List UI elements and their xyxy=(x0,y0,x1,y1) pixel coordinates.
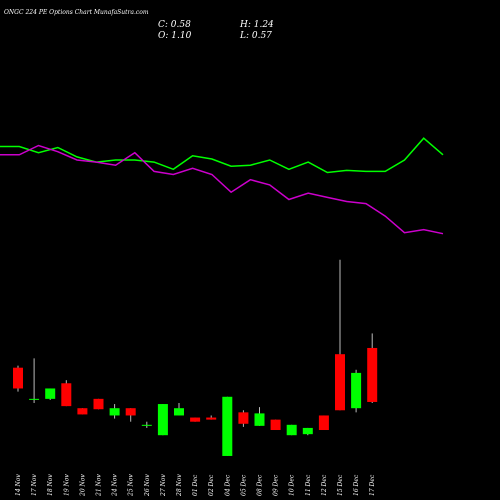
candle-body xyxy=(190,417,201,422)
x-tick-label: 24 Nov xyxy=(112,474,119,497)
x-tick-label: 11 Dec xyxy=(305,474,312,496)
candle-body xyxy=(206,417,217,420)
x-tick-label: 27 Nov xyxy=(160,474,167,497)
candle-body xyxy=(45,388,56,399)
x-tick-label: 17 Nov xyxy=(31,474,38,496)
line-series xyxy=(0,144,444,235)
candle-body xyxy=(125,408,136,416)
low-label: L: 0.57 xyxy=(239,31,272,41)
x-tick-label: 12 Dec xyxy=(321,474,328,496)
candle-body xyxy=(318,415,329,431)
candle-body xyxy=(29,398,40,400)
candle-body xyxy=(351,372,362,409)
candle-body xyxy=(61,383,72,407)
x-tick-label: 20 Nov xyxy=(79,474,86,497)
x-tick-label: 19 Nov xyxy=(63,474,70,496)
candle-body xyxy=(222,396,233,456)
x-tick-label: 10 Dec xyxy=(289,474,296,496)
candle-body xyxy=(254,413,265,426)
candle-body xyxy=(270,419,281,431)
candle-body xyxy=(93,398,104,410)
line-series xyxy=(0,137,444,174)
open-label: O: 1.10 xyxy=(158,31,192,41)
x-tick-label: 17 Dec xyxy=(369,474,376,496)
high-label: H: 1.24 xyxy=(239,20,274,30)
x-tick-label: 02 Dec xyxy=(208,474,215,496)
x-tick-label: 16 Dec xyxy=(353,474,360,496)
candle-body xyxy=(174,408,184,416)
x-tick-label: 01 Dec xyxy=(192,474,199,496)
candle-body xyxy=(302,427,313,435)
x-tick-label: 15 Dec xyxy=(337,474,344,496)
x-tick-label: 04 Dec xyxy=(224,474,231,496)
candle-body xyxy=(238,412,249,424)
candle-body xyxy=(109,408,120,416)
x-tick-label: 25 Nov xyxy=(128,474,135,497)
close-label: C: 0.58 xyxy=(158,20,191,30)
x-tick-label: 09 Dec xyxy=(273,474,280,496)
candle-body xyxy=(141,424,152,426)
candle-body xyxy=(286,424,297,436)
candle-body xyxy=(157,404,168,436)
x-tick-label: 26 Nov xyxy=(144,474,151,497)
x-tick-label: 18 Nov xyxy=(47,474,54,496)
x-tick-label: 21 Nov xyxy=(96,474,103,497)
candle-body xyxy=(335,354,345,411)
candle-body xyxy=(367,347,378,402)
x-tick-label: 05 Dec xyxy=(240,474,247,496)
x-tick-label: 14 Nov xyxy=(15,474,22,496)
chart-title: ONGC 224 PE Options Chart MunafaSutra.co… xyxy=(4,9,149,16)
candle-body xyxy=(13,367,23,389)
candle-body xyxy=(77,408,88,415)
x-tick-label: 08 Dec xyxy=(257,474,264,496)
x-tick-label: 28 Nov xyxy=(176,474,183,497)
